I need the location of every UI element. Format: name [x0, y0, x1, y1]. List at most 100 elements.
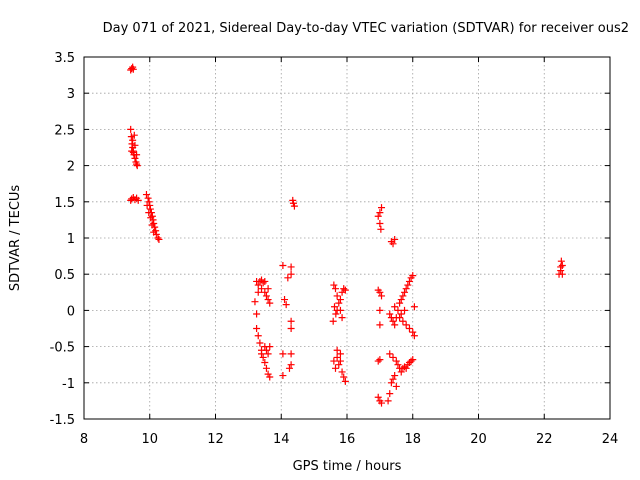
data-point	[329, 317, 337, 325]
data-point	[384, 397, 392, 405]
grid-lines	[84, 57, 610, 419]
data-point	[129, 136, 137, 144]
data-point	[336, 296, 344, 304]
data-point	[262, 364, 270, 372]
data-point	[331, 303, 339, 311]
data-point	[279, 350, 287, 358]
data-point	[389, 240, 397, 248]
data-point	[389, 375, 397, 383]
x-tick-label: 12	[207, 432, 224, 447]
x-tick-label: 8	[80, 432, 88, 447]
data-point	[261, 359, 269, 367]
data-point	[287, 350, 295, 358]
data-point	[401, 306, 409, 314]
data-point	[331, 364, 339, 372]
data-point	[333, 292, 341, 300]
data-point	[254, 332, 262, 340]
data-point	[392, 357, 400, 365]
y-tick-label: 3.5	[54, 51, 75, 66]
data-point	[336, 306, 344, 314]
data-point	[131, 154, 139, 162]
data-point	[407, 357, 415, 365]
data-point	[376, 306, 384, 314]
data-point	[409, 272, 417, 280]
data-point	[405, 277, 413, 285]
x-tick-label: 10	[141, 432, 158, 447]
data-point	[262, 346, 270, 354]
data-point	[253, 325, 261, 332]
y-tick-label: 0.5	[54, 268, 75, 283]
data-point	[399, 317, 407, 325]
data-point	[281, 296, 289, 304]
data-point	[389, 317, 397, 325]
data-point	[335, 299, 343, 307]
data-point	[341, 377, 349, 385]
data-point	[338, 368, 346, 376]
data-point	[376, 209, 384, 217]
data-point	[261, 277, 269, 285]
data-point	[128, 195, 136, 203]
data-point	[155, 235, 163, 243]
data-point	[376, 220, 384, 228]
y-tick-label: 3	[67, 87, 75, 102]
data-point	[558, 262, 566, 270]
data-point	[391, 303, 399, 311]
data-point	[150, 220, 158, 228]
data-point	[402, 285, 410, 293]
data-point	[148, 221, 156, 229]
data-point	[333, 353, 341, 361]
data-point	[340, 285, 348, 293]
data-point	[142, 191, 150, 199]
data-point	[330, 281, 338, 289]
data-point	[391, 372, 399, 380]
data-point	[376, 321, 384, 329]
data-point	[397, 310, 405, 318]
x-axis-label: GPS time / hours	[293, 459, 402, 474]
data-point	[285, 364, 293, 372]
data-point	[557, 267, 565, 275]
data-point	[410, 332, 418, 340]
data-point	[558, 270, 566, 278]
y-axis-label: SDTVAR / TECUs	[8, 185, 23, 292]
data-point	[396, 314, 404, 322]
y-tick-label: 2.5	[54, 123, 75, 138]
data-point	[405, 325, 413, 332]
data-point	[264, 296, 272, 304]
data-point	[378, 292, 386, 300]
data-point	[374, 357, 382, 365]
data-point	[290, 202, 298, 210]
data-point	[127, 125, 135, 133]
data-point	[287, 270, 295, 278]
data-point	[264, 350, 272, 358]
data-point	[133, 160, 141, 168]
data-point	[391, 321, 399, 329]
chart-title: Day 071 of 2021, Sidereal Day-to-day VTE…	[103, 21, 629, 36]
data-point	[127, 133, 135, 141]
data-point	[129, 65, 137, 73]
data-point	[145, 198, 153, 206]
data-point	[253, 310, 261, 318]
data-point	[254, 281, 262, 289]
data-point	[330, 357, 338, 365]
y-tick-label: -1	[62, 377, 75, 392]
data-point	[256, 339, 264, 347]
data-point	[287, 317, 295, 325]
data-point	[378, 399, 386, 407]
data-point	[396, 299, 404, 307]
data-point	[284, 274, 292, 282]
y-tick-label: -0.5	[50, 341, 75, 356]
data-point	[336, 350, 344, 358]
data-point	[387, 379, 395, 387]
data-point	[154, 234, 162, 242]
data-point	[279, 372, 287, 380]
data-point	[402, 364, 410, 372]
data-point	[331, 285, 339, 293]
data-point	[397, 368, 405, 376]
data-point	[282, 301, 290, 309]
data-point	[128, 140, 136, 148]
data-point	[262, 292, 270, 300]
data-point	[386, 350, 394, 358]
data-point	[374, 393, 382, 401]
data-point	[131, 196, 139, 204]
data-point	[146, 205, 154, 213]
